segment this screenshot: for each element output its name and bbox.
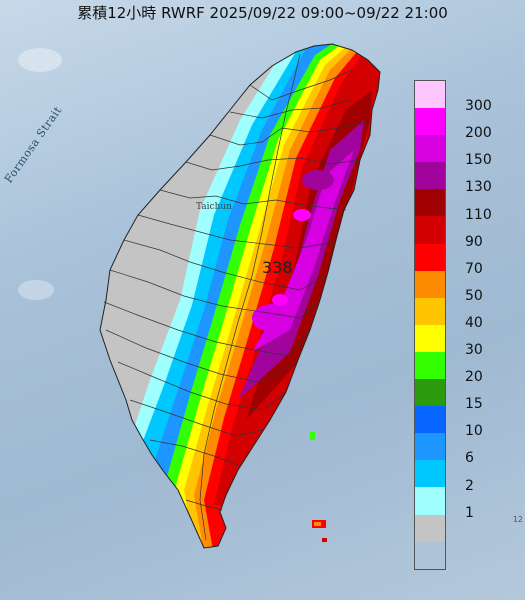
legend-swatch bbox=[415, 216, 445, 244]
map-title: 累積12小時 RWRF 2025/09/22 09:00~09/22 21:00 bbox=[77, 4, 448, 22]
legend-swatch bbox=[415, 297, 445, 325]
legend-label: 150 bbox=[465, 152, 492, 169]
legend-swatch bbox=[415, 108, 445, 136]
edge-label: 12 bbox=[512, 515, 523, 524]
offshore-echo bbox=[310, 432, 315, 440]
legend-label: 20 bbox=[465, 369, 483, 386]
legend-label: 200 bbox=[465, 125, 492, 142]
legend-label: 10 bbox=[465, 423, 483, 440]
cloud-patch bbox=[18, 280, 54, 300]
legend-swatch bbox=[415, 514, 445, 542]
legend-label: 2 bbox=[465, 477, 474, 494]
legend-swatch bbox=[415, 81, 445, 109]
max-rainfall-value: 338 bbox=[262, 258, 293, 277]
legend-swatch bbox=[415, 406, 445, 434]
legend-swatch bbox=[415, 135, 445, 163]
legend-swatch bbox=[415, 189, 445, 217]
cloud-patch bbox=[18, 48, 62, 72]
color-legend bbox=[414, 80, 446, 570]
legend-swatch bbox=[415, 162, 445, 190]
legend-label: 50 bbox=[465, 287, 483, 304]
legend-label: 110 bbox=[465, 206, 492, 223]
city-label: Taichun bbox=[196, 202, 232, 212]
legend-swatch bbox=[415, 433, 445, 461]
legend-label: 6 bbox=[465, 450, 474, 467]
legend-swatch bbox=[415, 379, 445, 407]
legend-swatch bbox=[415, 351, 445, 380]
legend-swatch bbox=[415, 324, 445, 352]
legend-label: 15 bbox=[465, 396, 483, 413]
legend-label: 30 bbox=[465, 342, 483, 358]
legend-swatch bbox=[415, 270, 445, 298]
legend-swatch bbox=[415, 460, 445, 488]
legend-label: 300 bbox=[465, 98, 492, 115]
legend-label: 130 bbox=[465, 179, 492, 196]
orchid-island bbox=[322, 538, 327, 542]
legend-label: 90 bbox=[465, 233, 483, 250]
legend-swatch bbox=[415, 243, 445, 271]
legend-label: 40 bbox=[465, 314, 483, 331]
county-boundaries bbox=[103, 53, 369, 541]
legend-label: 1 bbox=[465, 504, 474, 521]
coastline bbox=[99, 43, 381, 549]
legend-swatch bbox=[415, 487, 445, 515]
legend-label: 70 bbox=[465, 260, 483, 277]
